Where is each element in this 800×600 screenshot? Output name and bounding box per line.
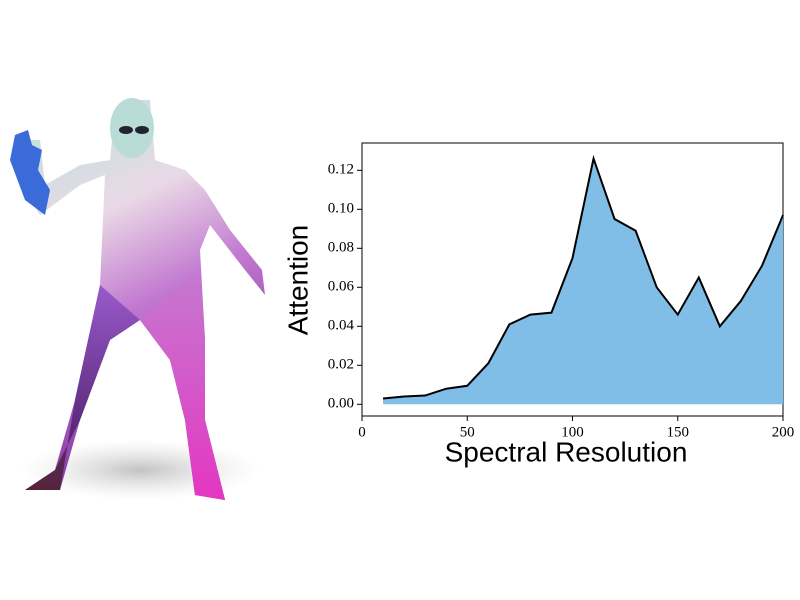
y-tick-label: 0.06: [328, 279, 355, 295]
y-tick-label: 0.12: [328, 162, 354, 178]
x-tick-label: 0: [358, 424, 366, 440]
y-tick-label: 0.02: [328, 357, 354, 373]
y-tick-label: 0.00: [328, 396, 354, 412]
x-tick-label: 150: [667, 424, 690, 440]
x-axis-label: Spectral Resolution: [445, 436, 688, 467]
mesh-render: [10, 98, 265, 500]
area-fill: [383, 158, 783, 405]
y-tick-label: 0.04: [328, 318, 355, 334]
x-tick-label: 50: [460, 424, 475, 440]
y-axis-label: Attention: [282, 225, 313, 336]
y-tick-label: 0.10: [328, 201, 354, 217]
area-line: [382, 154, 784, 400]
x-tick-label: 100: [561, 424, 584, 440]
y-tick-label: 0.08: [328, 240, 354, 256]
x-tick-label: 200: [772, 424, 795, 440]
